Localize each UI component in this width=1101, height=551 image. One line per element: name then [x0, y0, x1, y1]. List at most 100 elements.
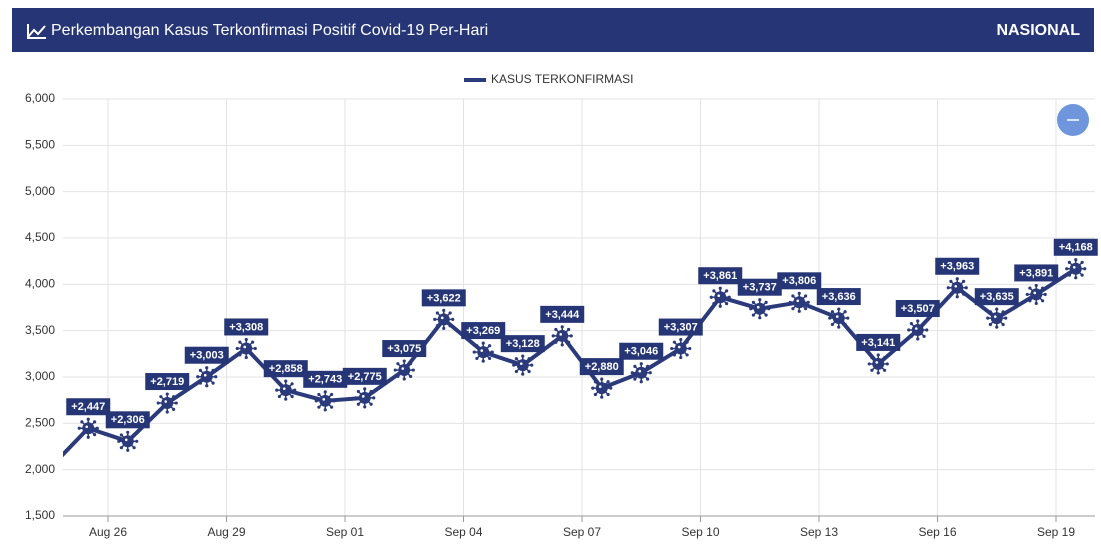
label-box	[105, 411, 150, 429]
data-label: +2,306	[111, 414, 145, 426]
marker-body	[1069, 262, 1082, 275]
marker-spot	[835, 315, 839, 318]
virus-marker	[630, 362, 652, 384]
marker-tip	[1074, 258, 1078, 262]
marker-body	[793, 296, 806, 309]
marker-tip	[521, 372, 525, 376]
y-tick-label: 2,500	[25, 416, 55, 430]
marker-tip	[962, 279, 966, 283]
marker-body	[674, 342, 687, 355]
marker-tip	[843, 310, 847, 314]
marker-tip	[119, 446, 123, 450]
marker-tip	[293, 388, 297, 392]
x-tick-label: Sep 16	[918, 525, 956, 539]
marker-tip	[409, 362, 413, 366]
marker-tip	[277, 394, 281, 399]
marker-tip	[126, 430, 130, 434]
marker-tip	[751, 313, 755, 317]
marker-tip	[962, 292, 966, 296]
virus-marker	[235, 337, 257, 360]
marker-tip	[244, 355, 248, 360]
marker-tip	[727, 295, 731, 299]
marker-tip	[475, 356, 479, 361]
marker-tip	[172, 407, 176, 412]
marker-spot	[914, 327, 918, 330]
marker-tip	[402, 377, 406, 381]
marker-tip	[356, 402, 360, 406]
x-tick-label: Sep 04	[444, 525, 482, 539]
marker-tip	[435, 324, 439, 328]
marker-tip	[488, 356, 492, 361]
marker-tip	[925, 328, 929, 332]
marker-tip	[1067, 260, 1071, 265]
marker-tip	[712, 289, 716, 293]
marker-tip	[481, 359, 485, 363]
virus-marker	[433, 308, 455, 330]
marker-tip	[679, 337, 683, 342]
marker-tip	[277, 382, 281, 386]
marker-tip	[205, 366, 209, 370]
y-tick-label: 5,000	[25, 184, 55, 198]
marker-body	[161, 397, 174, 410]
label-box	[184, 346, 229, 364]
virus-marker	[867, 353, 889, 375]
marker-tip	[472, 350, 476, 354]
marker-tip	[172, 395, 176, 399]
zoom-button[interactable]	[1057, 104, 1089, 136]
label-box	[579, 358, 624, 376]
marker-tip	[159, 407, 163, 412]
marker-tip	[986, 316, 990, 320]
data-label: +3,737	[743, 282, 777, 294]
label-box	[540, 305, 585, 323]
marker-tip	[1080, 260, 1084, 265]
marker-tip	[244, 337, 248, 342]
marker-tip	[916, 319, 920, 323]
marker-body	[358, 391, 371, 404]
marker-body	[595, 382, 608, 395]
label-box	[619, 342, 664, 360]
marker-tip	[600, 377, 604, 381]
marker-tip	[767, 307, 771, 311]
marker-tip	[725, 289, 729, 293]
marker-tip	[135, 439, 139, 443]
marker-tip	[330, 405, 334, 409]
marker-tip	[922, 334, 926, 338]
marker-tip	[995, 325, 999, 329]
marker-tip	[846, 316, 850, 320]
marker-tip	[93, 420, 97, 424]
marker-tip	[521, 354, 525, 358]
x-tick-label: Aug 29	[207, 525, 245, 539]
marker-tip	[609, 386, 613, 390]
y-tick-label: 6,000	[25, 91, 55, 105]
marker-body	[911, 324, 924, 337]
virus-marker	[354, 387, 376, 409]
x-tick-label: Sep 13	[800, 525, 838, 539]
marker-tip	[1074, 276, 1078, 280]
marker-spot	[598, 385, 602, 388]
virus-marker	[1025, 283, 1047, 306]
marker-tip	[448, 311, 452, 315]
marker-tip	[86, 417, 90, 421]
x-tick-label: Sep 19	[1037, 525, 1075, 539]
marker-tip	[433, 317, 437, 321]
marker-tip	[174, 401, 178, 405]
marker-tip	[165, 392, 169, 396]
marker-tip	[843, 322, 847, 327]
marker-tip	[530, 363, 534, 367]
marker-tip	[600, 395, 604, 399]
label-box	[66, 398, 111, 416]
label-box	[145, 373, 190, 391]
marker-tip	[788, 300, 792, 304]
marker-tip	[117, 439, 121, 443]
marker-tip	[964, 286, 968, 290]
marker-tip	[1083, 267, 1087, 271]
marker-tip	[806, 300, 810, 304]
marker-tip	[688, 346, 692, 351]
marker-tip	[275, 388, 279, 392]
marker-tip	[369, 389, 373, 394]
marker-spot	[519, 362, 523, 365]
virus-marker	[788, 291, 810, 313]
virus-marker	[551, 325, 573, 347]
marker-tip	[797, 291, 801, 295]
marker-tip	[633, 364, 637, 368]
